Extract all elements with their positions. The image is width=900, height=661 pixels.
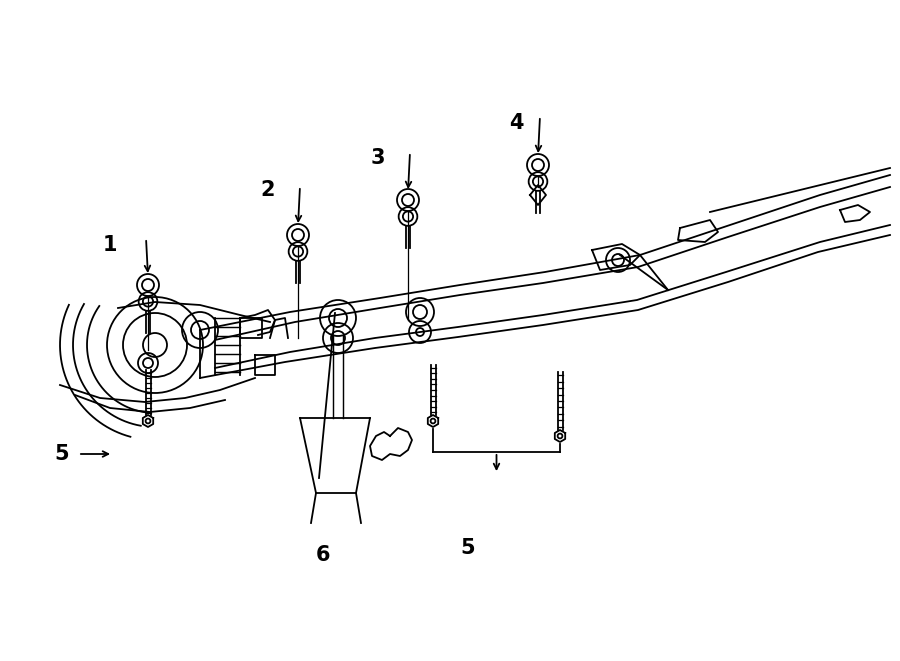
Text: 5: 5 <box>55 444 69 464</box>
Text: 1: 1 <box>103 235 117 255</box>
Text: 3: 3 <box>371 148 385 168</box>
Text: 6: 6 <box>316 545 330 565</box>
Text: 2: 2 <box>261 180 275 200</box>
Text: 4: 4 <box>508 113 523 133</box>
Text: 5: 5 <box>461 538 475 558</box>
